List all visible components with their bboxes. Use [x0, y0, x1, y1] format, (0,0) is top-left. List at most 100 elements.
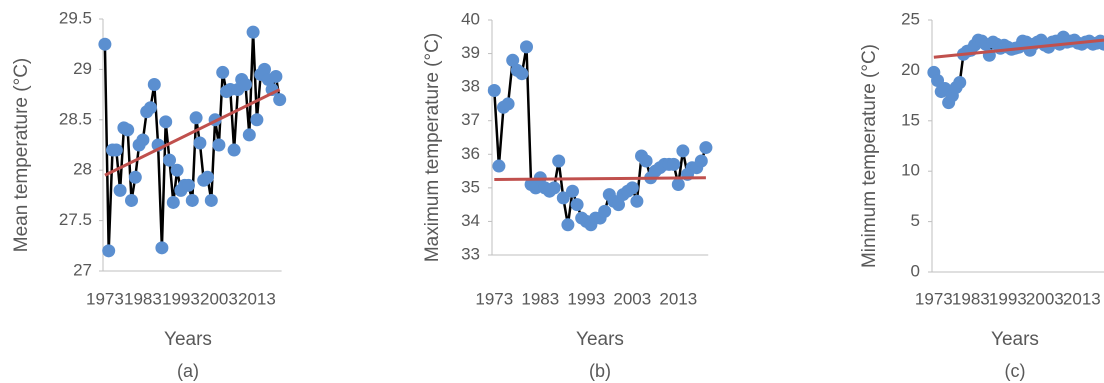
y-tick-label: 37: [461, 110, 480, 129]
y-tick-label: 5: [911, 211, 920, 230]
y-tick-label: 29: [73, 59, 92, 78]
x-tick-label: 2013: [659, 289, 697, 308]
y-tick-label: 29.5: [59, 8, 92, 27]
data-point: [250, 113, 264, 127]
y-tick-label: 40: [461, 9, 480, 28]
x-tick-label: 1983: [952, 289, 990, 308]
x-tick-label: 1993: [989, 289, 1027, 308]
data-point: [515, 67, 529, 81]
trend-line: [494, 176, 706, 181]
y-tick-label: 28: [73, 160, 92, 179]
data-line: [103, 32, 281, 251]
data-point: [189, 111, 203, 125]
data-point: [506, 53, 520, 67]
y-tick-label: 35: [461, 177, 480, 196]
data-point: [694, 154, 708, 168]
y-tick-label: 38: [461, 77, 480, 96]
data-point: [671, 178, 685, 191]
data-point: [121, 123, 135, 137]
data-point: [155, 241, 169, 255]
x-tick-label: 2013: [238, 289, 276, 308]
data-point: [547, 181, 561, 195]
trend-line: [933, 38, 1104, 59]
y-tick-label: 27.5: [59, 210, 92, 229]
data-point: [128, 170, 142, 184]
data-point: [639, 154, 653, 168]
data-point: [102, 244, 116, 258]
x-axis-title: Years: [576, 329, 624, 350]
data-point: [612, 198, 625, 212]
data-point: [201, 170, 214, 184]
data-point: [144, 101, 157, 115]
data-point: [242, 128, 256, 142]
chart: 0 5 10 15 20 25 1973 1983 1993 2003 2013 Years (c) Mi…: [859, 9, 1104, 381]
data-point: [113, 183, 127, 197]
y-axis-title: Maximum temperature (°C): [422, 33, 443, 262]
caption: (c): [1005, 361, 1026, 381]
data-point: [166, 195, 180, 209]
y-tick-label: 34: [461, 211, 480, 230]
data-point: [630, 194, 644, 208]
y-axis-title: Minimum temperature (°C): [859, 44, 880, 268]
data-point: [269, 69, 283, 83]
y-axis-title: Mean temperature (°C): [11, 58, 32, 253]
chart: 27 27.5 28 28.5 29 29.5 1973 1983 1993 2003 2013 Ye…: [11, 8, 287, 381]
data-point: [273, 93, 287, 107]
data-point: [159, 115, 173, 129]
data-point: [98, 37, 112, 51]
y-tick-label: 36: [461, 144, 480, 163]
data-point: [239, 78, 252, 92]
x-tick-label: 1973: [915, 289, 953, 308]
x-axis-title: Years: [164, 329, 212, 350]
data-point: [552, 154, 566, 168]
y-tick-label: 28.5: [59, 109, 92, 128]
x-tick-label: 2003: [1026, 289, 1064, 308]
data-point: [125, 193, 138, 207]
data-point: [598, 204, 612, 218]
data-point: [699, 141, 713, 155]
data-point: [487, 84, 501, 97]
data-point: [667, 157, 681, 171]
x-tick-label: 1983: [124, 289, 162, 308]
data-point: [147, 78, 161, 92]
y-tick-label: 39: [461, 43, 480, 62]
y-tick-label: 20: [901, 60, 920, 79]
data-point: [570, 198, 584, 212]
data-point: [520, 40, 533, 54]
x-axis-title: Years: [991, 329, 1039, 350]
data-point: [676, 144, 690, 158]
data-point: [566, 184, 579, 198]
x-tick-label: 1993: [162, 289, 200, 308]
trend-line: [104, 88, 281, 177]
data-point: [529, 181, 543, 195]
data-point: [170, 163, 184, 177]
data-point: [561, 218, 575, 232]
x-tick-label: 1993: [567, 289, 605, 308]
caption: (b): [589, 361, 611, 381]
y-tick-label: 27: [73, 260, 92, 279]
data-point: [212, 138, 226, 152]
x-tick-label: 1973: [475, 289, 513, 308]
data-point: [193, 136, 207, 150]
x-tick-label: 1973: [86, 289, 124, 308]
y-tick-label: 0: [911, 261, 920, 280]
data-point: [556, 191, 570, 205]
data-point: [258, 62, 271, 76]
x-tick-label: 2003: [613, 289, 651, 308]
x-tick-label: 2013: [1063, 289, 1101, 308]
data-point: [625, 181, 639, 195]
data-point: [246, 25, 260, 39]
y-tick-label: 15: [901, 110, 920, 129]
data-point: [204, 193, 218, 207]
data-point: [953, 75, 967, 89]
x-tick-label: 2003: [200, 289, 238, 308]
caption: (a): [177, 361, 199, 381]
data-point: [109, 143, 123, 157]
y-tick-label: 10: [901, 161, 920, 180]
data-point: [182, 178, 195, 192]
x-tick-label: 1983: [521, 289, 559, 308]
data-point: [163, 153, 176, 167]
data-point: [136, 133, 150, 147]
data-point: [185, 193, 199, 207]
